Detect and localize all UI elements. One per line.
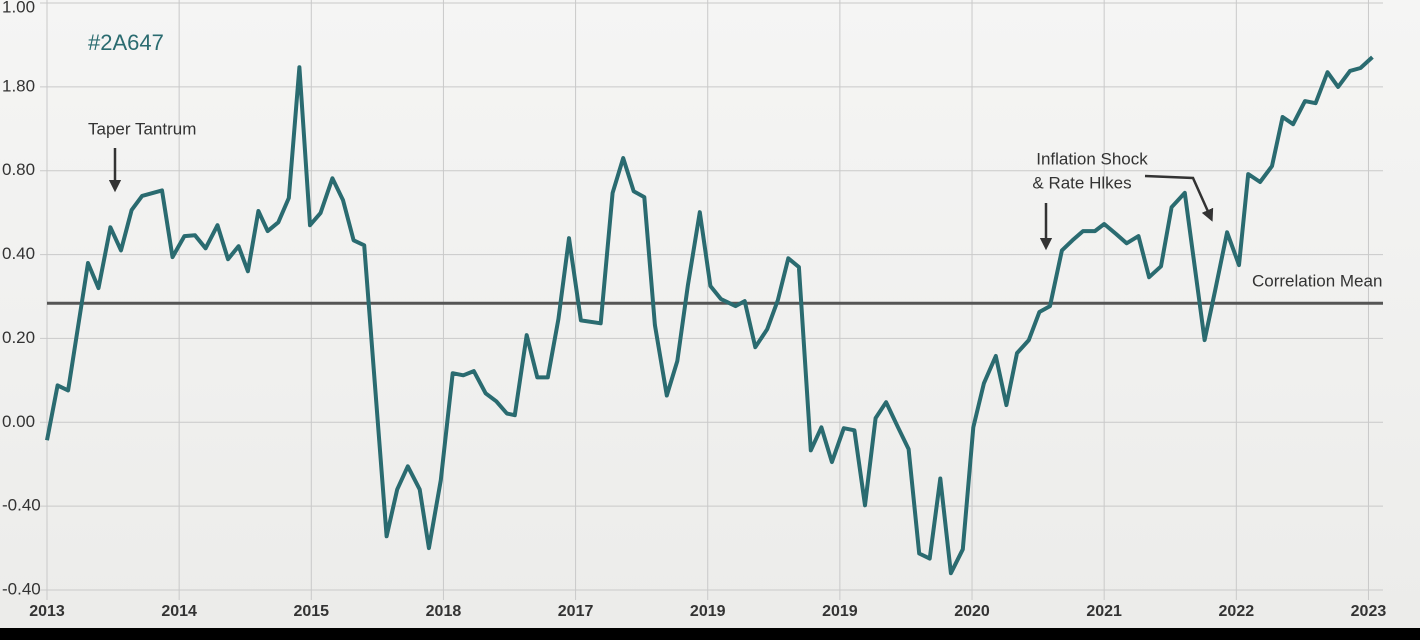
mean-label: Correlation Mean [1252,271,1382,290]
x-tick-label: 2017 [558,603,594,620]
x-tick-label: 2013 [29,603,65,620]
x-tick-label: 2018 [426,603,462,620]
y-tick-label: 0.80 [2,160,35,179]
annotation: Taper Tantrum [88,119,196,138]
x-tick-label: 2019 [822,603,858,620]
x-tick-label: 2020 [954,603,990,620]
x-tick-label: 2019 [690,603,726,620]
color-note: #2A647 [88,30,164,55]
x-tick-label: 2023 [1351,603,1387,620]
x-tick-label: 2015 [293,603,329,620]
y-tick-label: 0.40 [2,244,35,263]
y-tick-label: 0.00 [2,412,35,431]
marks [45,55,1383,576]
series-line [45,55,1374,576]
y-tick-label: -0.40 [2,579,41,598]
grid [40,0,1383,600]
arrow [1144,174,1214,222]
y-tick-label: 0.20 [2,328,35,347]
x-tick-label: 2022 [1219,603,1255,620]
x-tick-label: 2014 [161,603,197,620]
x-tick-label: 2021 [1086,603,1122,620]
y-tick-label: 1.00 [2,0,35,16]
y-tick-label: -0.40 [2,496,41,515]
annotation: Inflation Shock [1036,149,1148,168]
annotation: & Rate Hlkes [1032,173,1131,192]
bottom-bar [0,628,1420,640]
y-tick-label: 1.80 [2,76,35,95]
